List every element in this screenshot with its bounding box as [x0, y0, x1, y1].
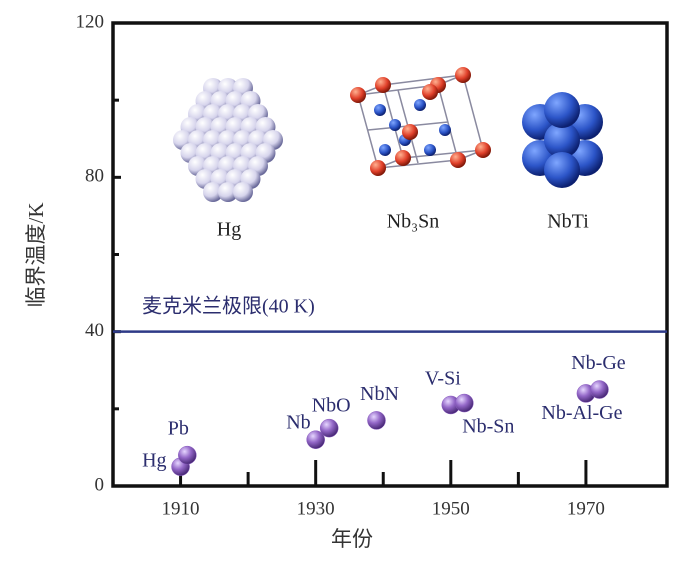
x-tick-label: 1930 — [297, 498, 335, 519]
x-axis-label: 年份 — [331, 527, 373, 551]
atom — [379, 144, 391, 156]
illustration-caption: Hg — [217, 219, 241, 241]
data-point — [178, 445, 197, 465]
x-tick-label: 1950 — [432, 498, 470, 519]
sphere — [233, 182, 253, 202]
data-point — [306, 430, 325, 449]
y-tick-label: 80 — [85, 166, 104, 187]
sphere — [218, 182, 238, 202]
atom — [414, 99, 426, 111]
illustration-caption: Nb₃Sn — [387, 211, 440, 233]
atom — [439, 124, 451, 136]
atom — [395, 150, 411, 166]
point-label: Pb — [168, 418, 189, 440]
data-point — [455, 393, 474, 413]
y-tick-label: 120 — [76, 11, 105, 32]
sphere — [203, 182, 223, 202]
point-label: NbO — [312, 395, 351, 417]
lattice-edge — [382, 74, 464, 86]
point-label: Nb — [286, 411, 310, 433]
lattice-edge — [462, 74, 484, 151]
y-tick-label: 40 — [85, 320, 104, 341]
y-tick-label: 0 — [95, 474, 105, 495]
atom — [422, 84, 438, 100]
point-label: Hg — [142, 449, 166, 471]
atom — [475, 142, 491, 158]
y-axis-label: 临界温度/K — [24, 203, 48, 308]
atom — [544, 122, 580, 158]
atom — [389, 119, 401, 131]
data-point — [367, 411, 386, 430]
atom — [375, 77, 391, 93]
atom — [402, 124, 418, 140]
atom — [424, 144, 436, 156]
atom — [544, 152, 580, 188]
atom — [455, 67, 471, 83]
atom — [374, 104, 386, 116]
point-label: Nb-Sn — [462, 416, 514, 438]
point-label: NbN — [360, 383, 399, 405]
reference-label: 麦克米兰极限(40 K) — [142, 294, 315, 317]
point-label: Nb-Al-Ge — [541, 402, 622, 424]
illustrations — [173, 67, 603, 202]
atom — [544, 92, 580, 128]
x-tick-label: 1970 — [567, 498, 605, 519]
atom — [370, 160, 386, 176]
point-label: Nb-Ge — [571, 352, 626, 374]
data-point — [319, 418, 339, 438]
point-label: V-Si — [425, 368, 461, 390]
atom — [450, 152, 466, 168]
data-point — [590, 380, 609, 399]
illustration-caption: NbTi — [547, 211, 589, 233]
lattice-edge — [377, 159, 459, 169]
atom — [350, 87, 366, 103]
x-tick-label: 1910 — [162, 498, 200, 519]
lattice-edge — [357, 94, 379, 169]
